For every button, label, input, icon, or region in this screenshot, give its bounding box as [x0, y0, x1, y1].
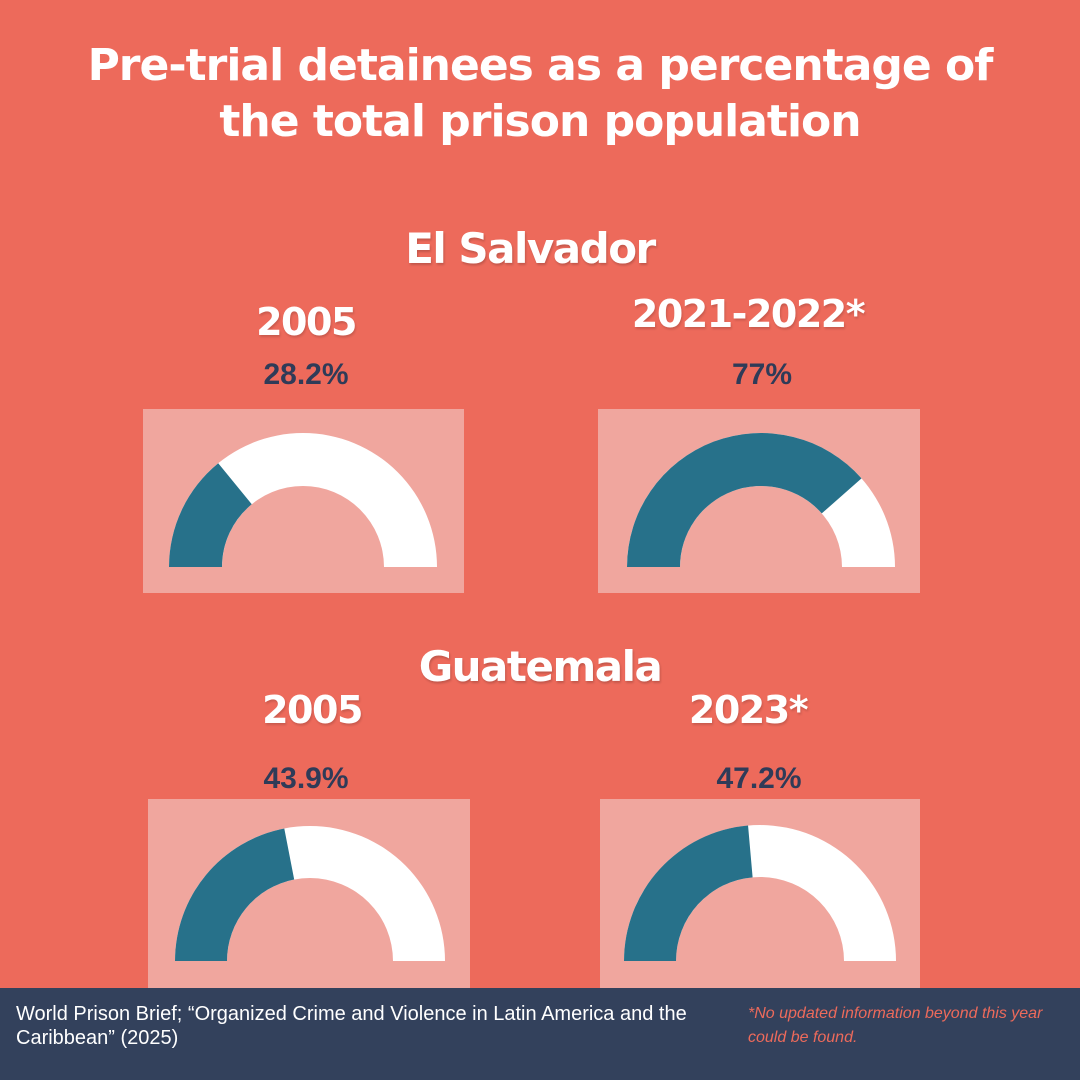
gauge-el-salvador-2005 [169, 433, 437, 567]
value-label-guatemala-2023: 47.2% [716, 762, 802, 795]
gauge-guatemala-2005 [175, 826, 445, 961]
gauge-el-salvador-2021-2022 [627, 433, 895, 567]
value-label-el-salvador-2021-2022: 77% [731, 358, 793, 391]
gauge-panel-guatemala-2005 [148, 799, 470, 988]
gauge-guatemala-2023 [624, 825, 896, 961]
country-heading-el-salvador: El Salvador [405, 224, 656, 273]
gauge-empty-arc [169, 433, 437, 567]
gauge-panel-el-salvador-2005 [143, 409, 464, 593]
year-label-el-salvador-2005: 2005 [256, 300, 357, 344]
title-line-2: the total prison population [219, 96, 861, 147]
year-label-guatemala-2005: 2005 [262, 688, 363, 732]
gauge-filled-arc [169, 463, 252, 567]
footnote: *No updated information beyond this year… [748, 1005, 1043, 1046]
gauge-filled-arc [624, 825, 753, 961]
value-label-guatemala-2005: 43.9% [263, 762, 349, 795]
gauge-panel-guatemala-2023 [600, 799, 920, 988]
gauge-filled-arc [627, 433, 862, 567]
value-label-el-salvador-2005: 28.2% [263, 358, 349, 391]
gauge-panel-el-salvador-2021-2022 [598, 409, 920, 593]
year-label-el-salvador-2021-2022: 2021-2022* [631, 292, 866, 336]
country-heading-guatemala: Guatemala [418, 642, 663, 691]
source-citation: World Prison Brief; “Organized Crime and… [16, 1003, 687, 1049]
title-line-1: Pre-trial detainees as a percentage of [87, 40, 994, 91]
footer-bar: World Prison Brief; “Organized Crime and… [0, 988, 1080, 1080]
gauge-filled-arc [175, 828, 295, 961]
year-label-guatemala-2023: 2023* [688, 688, 809, 732]
chart-title: Pre-trial detainees as a percentage of t… [0, 38, 1080, 150]
